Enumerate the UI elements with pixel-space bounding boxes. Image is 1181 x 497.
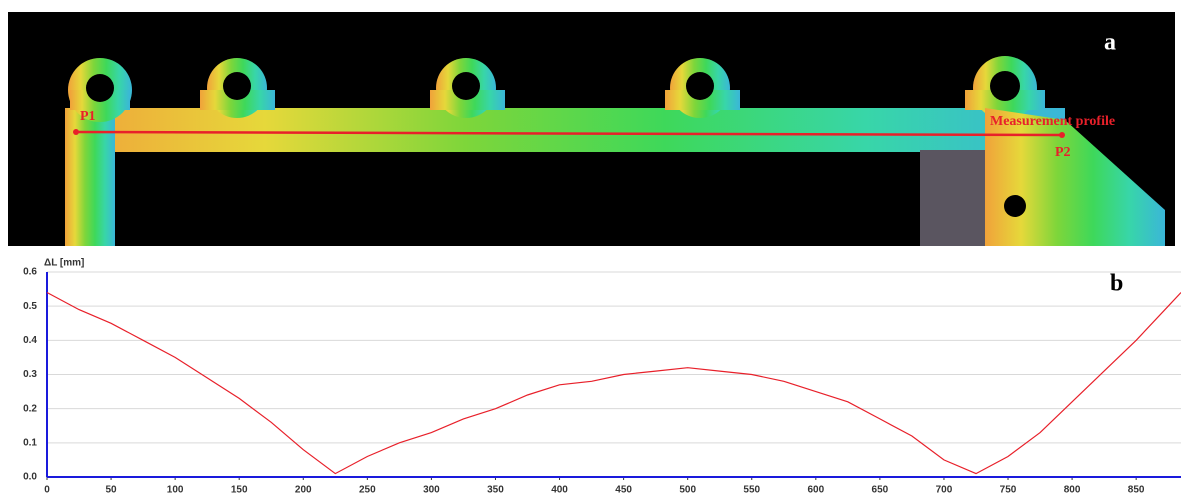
x-tick-label: 200 (295, 485, 312, 496)
x-tick-label: 500 (679, 485, 696, 496)
profile-chart: ΔL [mm] b 0.0 0.1 0.2 0.3 0.4 0.5 0.6 0 50 100 150… (23, 258, 1181, 496)
x-tick-label: 100 (167, 485, 184, 496)
y-tick-label: 0.5 (23, 301, 37, 312)
y-tick-label: 0.2 (23, 403, 37, 414)
panel-label: b (1110, 271, 1123, 297)
x-tick-label: 550 (743, 485, 760, 496)
height-map: P1 P2 Measurement profile a (8, 12, 1175, 246)
x-tick-label: 350 (487, 485, 504, 496)
x-tick-label: 750 (1000, 485, 1017, 496)
y-tick-label: 0.4 (23, 335, 37, 346)
profile-label: Measurement profile (990, 114, 1115, 129)
x-tick-label: 250 (359, 485, 376, 496)
x-tick-label: 450 (615, 485, 632, 496)
y-tick-label: 0.6 (23, 267, 37, 278)
page: P1 P2 Measurement profile a ΔL [mm] b 0.… (0, 0, 1181, 497)
y-axis-label: ΔL [mm] (44, 258, 84, 269)
panel-label: a (1104, 30, 1116, 56)
x-tick-label: 50 (106, 485, 118, 496)
x-tick-label: 150 (231, 485, 248, 496)
figure: P1 P2 Measurement profile a ΔL [mm] b 0.… (0, 0, 1181, 497)
x-tick-label: 300 (423, 485, 440, 496)
x-tick-label: 800 (1064, 485, 1081, 496)
y-tick-label: 0.1 (23, 437, 37, 448)
x-tick-label: 400 (551, 485, 568, 496)
x-tick-label: 0 (44, 485, 50, 496)
y-tick-label: 0.3 (23, 369, 37, 380)
p2-label: P2 (1055, 145, 1071, 160)
y-tick-label: 0.0 (23, 472, 37, 483)
profile-line (47, 293, 1181, 474)
x-tick-label: 700 (936, 485, 953, 496)
x-tick-label: 600 (807, 485, 824, 496)
x-tick-label: 650 (872, 485, 889, 496)
x-tick-label: 850 (1128, 485, 1145, 496)
p1-label: P1 (80, 109, 96, 124)
